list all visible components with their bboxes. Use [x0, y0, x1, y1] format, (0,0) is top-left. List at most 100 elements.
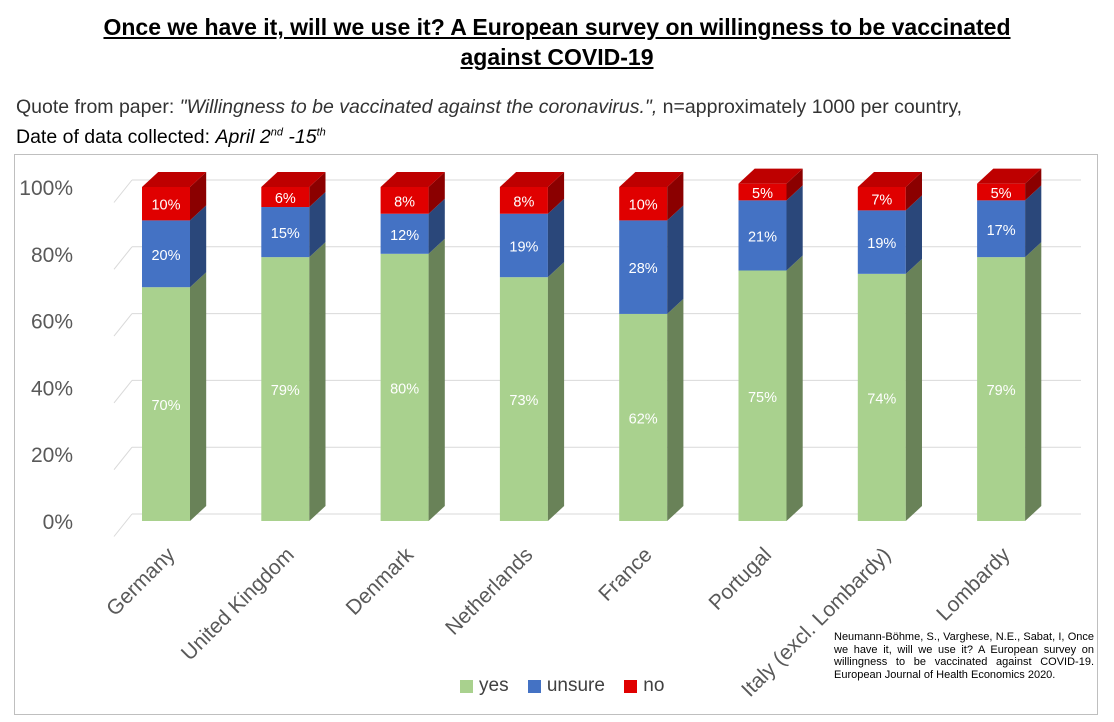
legend-swatch-no	[624, 679, 638, 693]
legend-label-no: no	[643, 675, 665, 696]
bar-yes	[380, 253, 429, 522]
x-category-label: United Kingdom	[177, 543, 299, 665]
bar-top-no	[499, 172, 565, 187]
legend-item-unsure: unsure	[527, 675, 605, 697]
data-label-yes: 74%	[867, 391, 896, 407]
bar-side-yes	[1025, 242, 1042, 521]
bar-no	[499, 187, 548, 214]
bar-yes	[142, 287, 190, 521]
bar-unsure	[142, 220, 190, 288]
bar-side-yes	[190, 272, 207, 521]
bar-no	[261, 187, 310, 208]
bar-side-unsure	[1025, 185, 1042, 258]
data-label-no: 6%	[275, 191, 296, 207]
data-label-no: 5%	[752, 186, 773, 202]
data-label-unsure: 20%	[151, 248, 180, 264]
data-label-unsure: 19%	[867, 236, 896, 252]
date-prefix: Date of data collected:	[16, 126, 216, 148]
quote-text: "Willingness to be vaccinated against th…	[179, 96, 658, 118]
y-tick-label: 20%	[31, 444, 73, 467]
date-start: April 2nd -15th	[215, 126, 325, 148]
title-line-1: Once we have it, will we use it? A Europ…	[103, 14, 1011, 40]
bar-side-unsure	[309, 192, 326, 258]
data-label-no: 7%	[871, 193, 892, 209]
x-category-label: Netherlands	[441, 543, 537, 639]
bar-unsure	[977, 200, 1026, 258]
bar-side-yes	[667, 298, 684, 521]
date-start-text: April 2	[215, 126, 271, 148]
subtitle-date: Date of data collected: April 2nd -15th	[16, 126, 326, 149]
bar-yes	[857, 273, 906, 521]
x-category-label: Germany	[102, 543, 180, 621]
data-label-yes: 80%	[390, 381, 419, 397]
quote-suffix: n=approximately 1000 per country,	[657, 96, 963, 118]
bar-unsure	[380, 213, 429, 254]
date-start-sup: nd	[270, 126, 283, 139]
data-label-unsure: 12%	[390, 228, 419, 244]
bar-side-yes	[428, 238, 445, 522]
legend-swatch-unsure	[527, 679, 541, 693]
bar-side-yes	[786, 255, 803, 521]
x-category-label: France	[594, 543, 656, 605]
y-tick-label: 40%	[31, 377, 73, 400]
subtitle-quote: Quote from paper: "Willingness to be vac…	[16, 96, 962, 119]
bar-side-no	[190, 172, 207, 221]
quote-prefix: Quote from paper:	[16, 96, 180, 118]
gridline-depth	[113, 246, 133, 270]
y-tick-label: 100%	[19, 177, 73, 200]
data-label-yes: 73%	[509, 393, 538, 409]
gridline-depth	[113, 179, 133, 203]
bar-unsure	[857, 210, 906, 274]
data-label-yes: 79%	[987, 383, 1016, 399]
date-end-sup: th	[316, 126, 326, 139]
data-label-no: 8%	[394, 194, 415, 210]
data-label-yes: 62%	[629, 411, 658, 427]
bar-side-no	[905, 172, 922, 211]
bar-side-no	[1025, 168, 1042, 201]
bar-top-no	[619, 172, 684, 187]
bar-no	[142, 187, 190, 221]
bar-top-no	[977, 168, 1042, 184]
data-label-yes: 79%	[271, 383, 300, 399]
y-tick-label: 60%	[31, 311, 73, 334]
bar-top-no	[380, 172, 445, 187]
data-label-unsure: 19%	[509, 239, 538, 255]
bar-side-no	[428, 172, 445, 214]
bar-side-no	[786, 168, 803, 201]
chart-area	[14, 154, 1098, 715]
bar-yes	[977, 257, 1026, 521]
bar-side-yes	[309, 242, 326, 521]
bar-yes	[499, 277, 548, 521]
bar-no	[857, 187, 906, 211]
bar-side-unsure	[547, 198, 565, 278]
bar-no	[977, 183, 1026, 201]
legend-item-no: no	[624, 675, 664, 697]
bar-side-yes	[905, 258, 922, 521]
gridline-depth	[113, 446, 133, 471]
bar-side-unsure	[905, 195, 922, 274]
bar-side-no	[547, 172, 565, 214]
legend-label-yes: yes	[479, 675, 509, 696]
data-label-no: 8%	[513, 194, 534, 210]
bar-top-no	[142, 172, 207, 187]
bar-no	[380, 187, 429, 214]
bar-unsure	[261, 207, 310, 258]
legend-label-unsure: unsure	[546, 675, 605, 696]
y-tick-label: 80%	[31, 244, 73, 267]
x-category-label: Portugal	[704, 543, 776, 615]
citation-text: Neumann-Böhme, S., Varghese, N.E., Sabat…	[834, 631, 1094, 681]
bar-side-unsure	[667, 205, 684, 314]
bar-yes	[261, 257, 310, 521]
data-label-no: 10%	[151, 198, 180, 214]
bar-unsure	[738, 200, 787, 271]
data-label-yes: 70%	[151, 398, 180, 414]
bar-top-no	[857, 172, 922, 187]
bar-side-unsure	[786, 185, 803, 271]
title-line-2: against COVID-19	[460, 44, 654, 70]
date-end-text: -15	[283, 126, 317, 148]
bar-side-unsure	[428, 198, 445, 254]
data-label-unsure: 17%	[987, 223, 1016, 239]
bar-top-no	[261, 172, 326, 187]
data-label-unsure: 21%	[748, 229, 777, 245]
